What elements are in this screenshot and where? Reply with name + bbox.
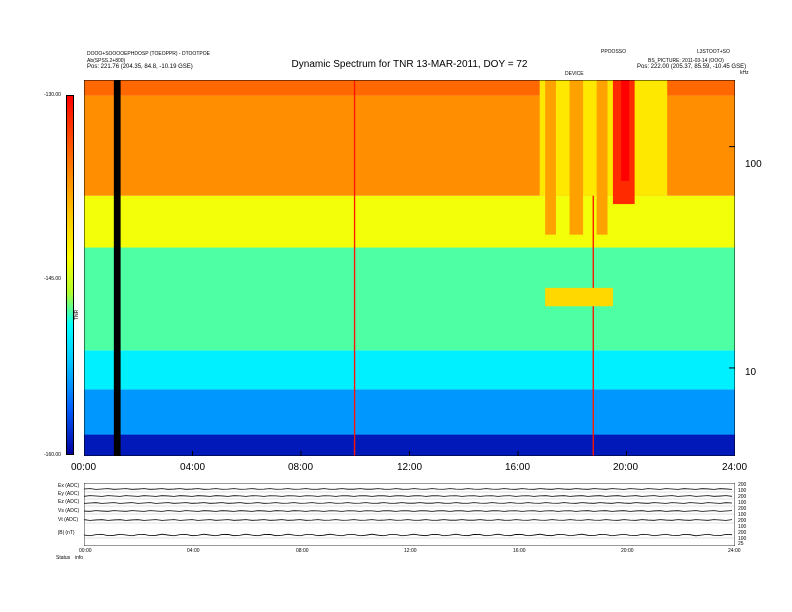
spectrum-band-0 (84, 434, 735, 456)
hk-x-tick-1: 04:00 (187, 548, 200, 554)
x-tick-6: 24:00 (722, 462, 748, 473)
hk-label-2: Ez (ADC) (58, 499, 80, 505)
y-tick-10: 10 (745, 367, 757, 378)
x-tick-4: 16:00 (505, 462, 531, 473)
hk-x-tick-4: 16:00 (513, 548, 526, 554)
x-tick-3: 12:00 (397, 462, 423, 473)
hk-series-line-3 (84, 510, 733, 512)
hk-label-3: Vs (ADC) (58, 508, 80, 514)
spectrogram-plot (84, 80, 735, 456)
hk-right-tick-0: 200 (738, 482, 747, 488)
frequency-unit-label: kHz (740, 70, 749, 76)
spectrum-event-1 (353, 80, 356, 456)
hk-right-tick-10: 25 (738, 541, 744, 547)
spectrum-band-4 (84, 195, 735, 248)
spectrum-event-4 (545, 80, 556, 235)
spectrum-event-2 (592, 80, 594, 456)
hk-right-tick-3: 100 (738, 500, 747, 506)
hk-label-0: Ex (ADC) (58, 483, 80, 489)
x-tick-0: 00:00 (71, 462, 97, 473)
status-info: info (75, 555, 84, 561)
chart-title: Dynamic Spectrum for TNR 13-MAR-2011, DO… (291, 59, 528, 70)
device-label: DEVICE (565, 71, 584, 77)
spectrum-event-8 (621, 80, 630, 181)
hk-x-tick-6: 24:00 (728, 548, 741, 554)
hk-series-line-5 (84, 533, 733, 537)
hk-right-tick-9: 100 (738, 536, 747, 542)
colorbar-tick-top: -130.00 (44, 92, 61, 98)
x-tick-5: 20:00 (613, 462, 639, 473)
header-right-info-c: BS_PICTURE: 2011-03-14 (OOO) (648, 58, 724, 64)
spectrum-event-0 (113, 80, 121, 456)
spectrum-event-9 (545, 287, 613, 307)
hk-label-4: Vt (ADC) (58, 517, 78, 523)
spectrum-band-2 (84, 350, 735, 390)
colorbar (66, 95, 74, 455)
hk-right-tick-2: 200 (738, 494, 747, 500)
x-tick-1: 04:00 (180, 462, 206, 473)
hk-label-5: |B| (nT) (58, 530, 75, 536)
colorbar-tick-bottom: -160.00 (44, 452, 61, 458)
header-instrument-info: DOOO+SOOOOEPHDOSP (TOEOPPR) - DTOOTPOE (87, 51, 210, 57)
hk-x-tick-0: 00:00 (79, 548, 92, 554)
colorbar-tick-mid: -145.00 (44, 276, 61, 282)
hk-x-tick-2: 08:00 (296, 548, 309, 554)
spectrum-band-1 (84, 389, 735, 435)
hk-right-tick-7: 100 (738, 524, 747, 530)
hk-label-1: Ey (ADC) (58, 491, 80, 497)
hk-right-tick-5: 100 (738, 512, 747, 518)
hk-x-tick-5: 20:00 (621, 548, 634, 554)
header-start-position: Pos: 221.76 (204.35, 84.8, -10.19 GSE) (87, 64, 193, 70)
header-right-info-a: PPOOSSO (601, 49, 627, 55)
hk-series-line-1 (84, 495, 733, 497)
hk-series-line-4 (84, 519, 733, 521)
colorbar-label: TNR (74, 309, 80, 320)
hk-x-tick-3: 12:00 (404, 548, 417, 554)
hk-series-line-2 (84, 502, 733, 504)
header-end-position: Pos: 222.00 (205.37, 85.59, -10.45 GSE) (637, 64, 747, 70)
x-tick-2: 08:00 (288, 462, 314, 473)
hk-series-line-0 (84, 488, 733, 490)
header-right-info-b: L3STOOT+SO (697, 49, 730, 55)
hk-right-tick-6: 200 (738, 518, 747, 524)
status-label: Status (56, 555, 71, 561)
hk-right-tick-1: 100 (738, 488, 747, 494)
spectrum-event-5 (569, 80, 584, 235)
hk-right-tick-4: 200 (738, 506, 747, 512)
y-tick-100: 100 (745, 159, 762, 170)
hk-right-tick-8: 200 (738, 530, 747, 536)
y-axis-ticks (84, 146, 735, 456)
spectrum-event-6 (596, 80, 608, 235)
spectrum-band-3 (84, 247, 735, 351)
housekeeping-panel (84, 483, 735, 546)
header-spacecraft-info: Ab(SPSS.2+800) (87, 58, 126, 64)
